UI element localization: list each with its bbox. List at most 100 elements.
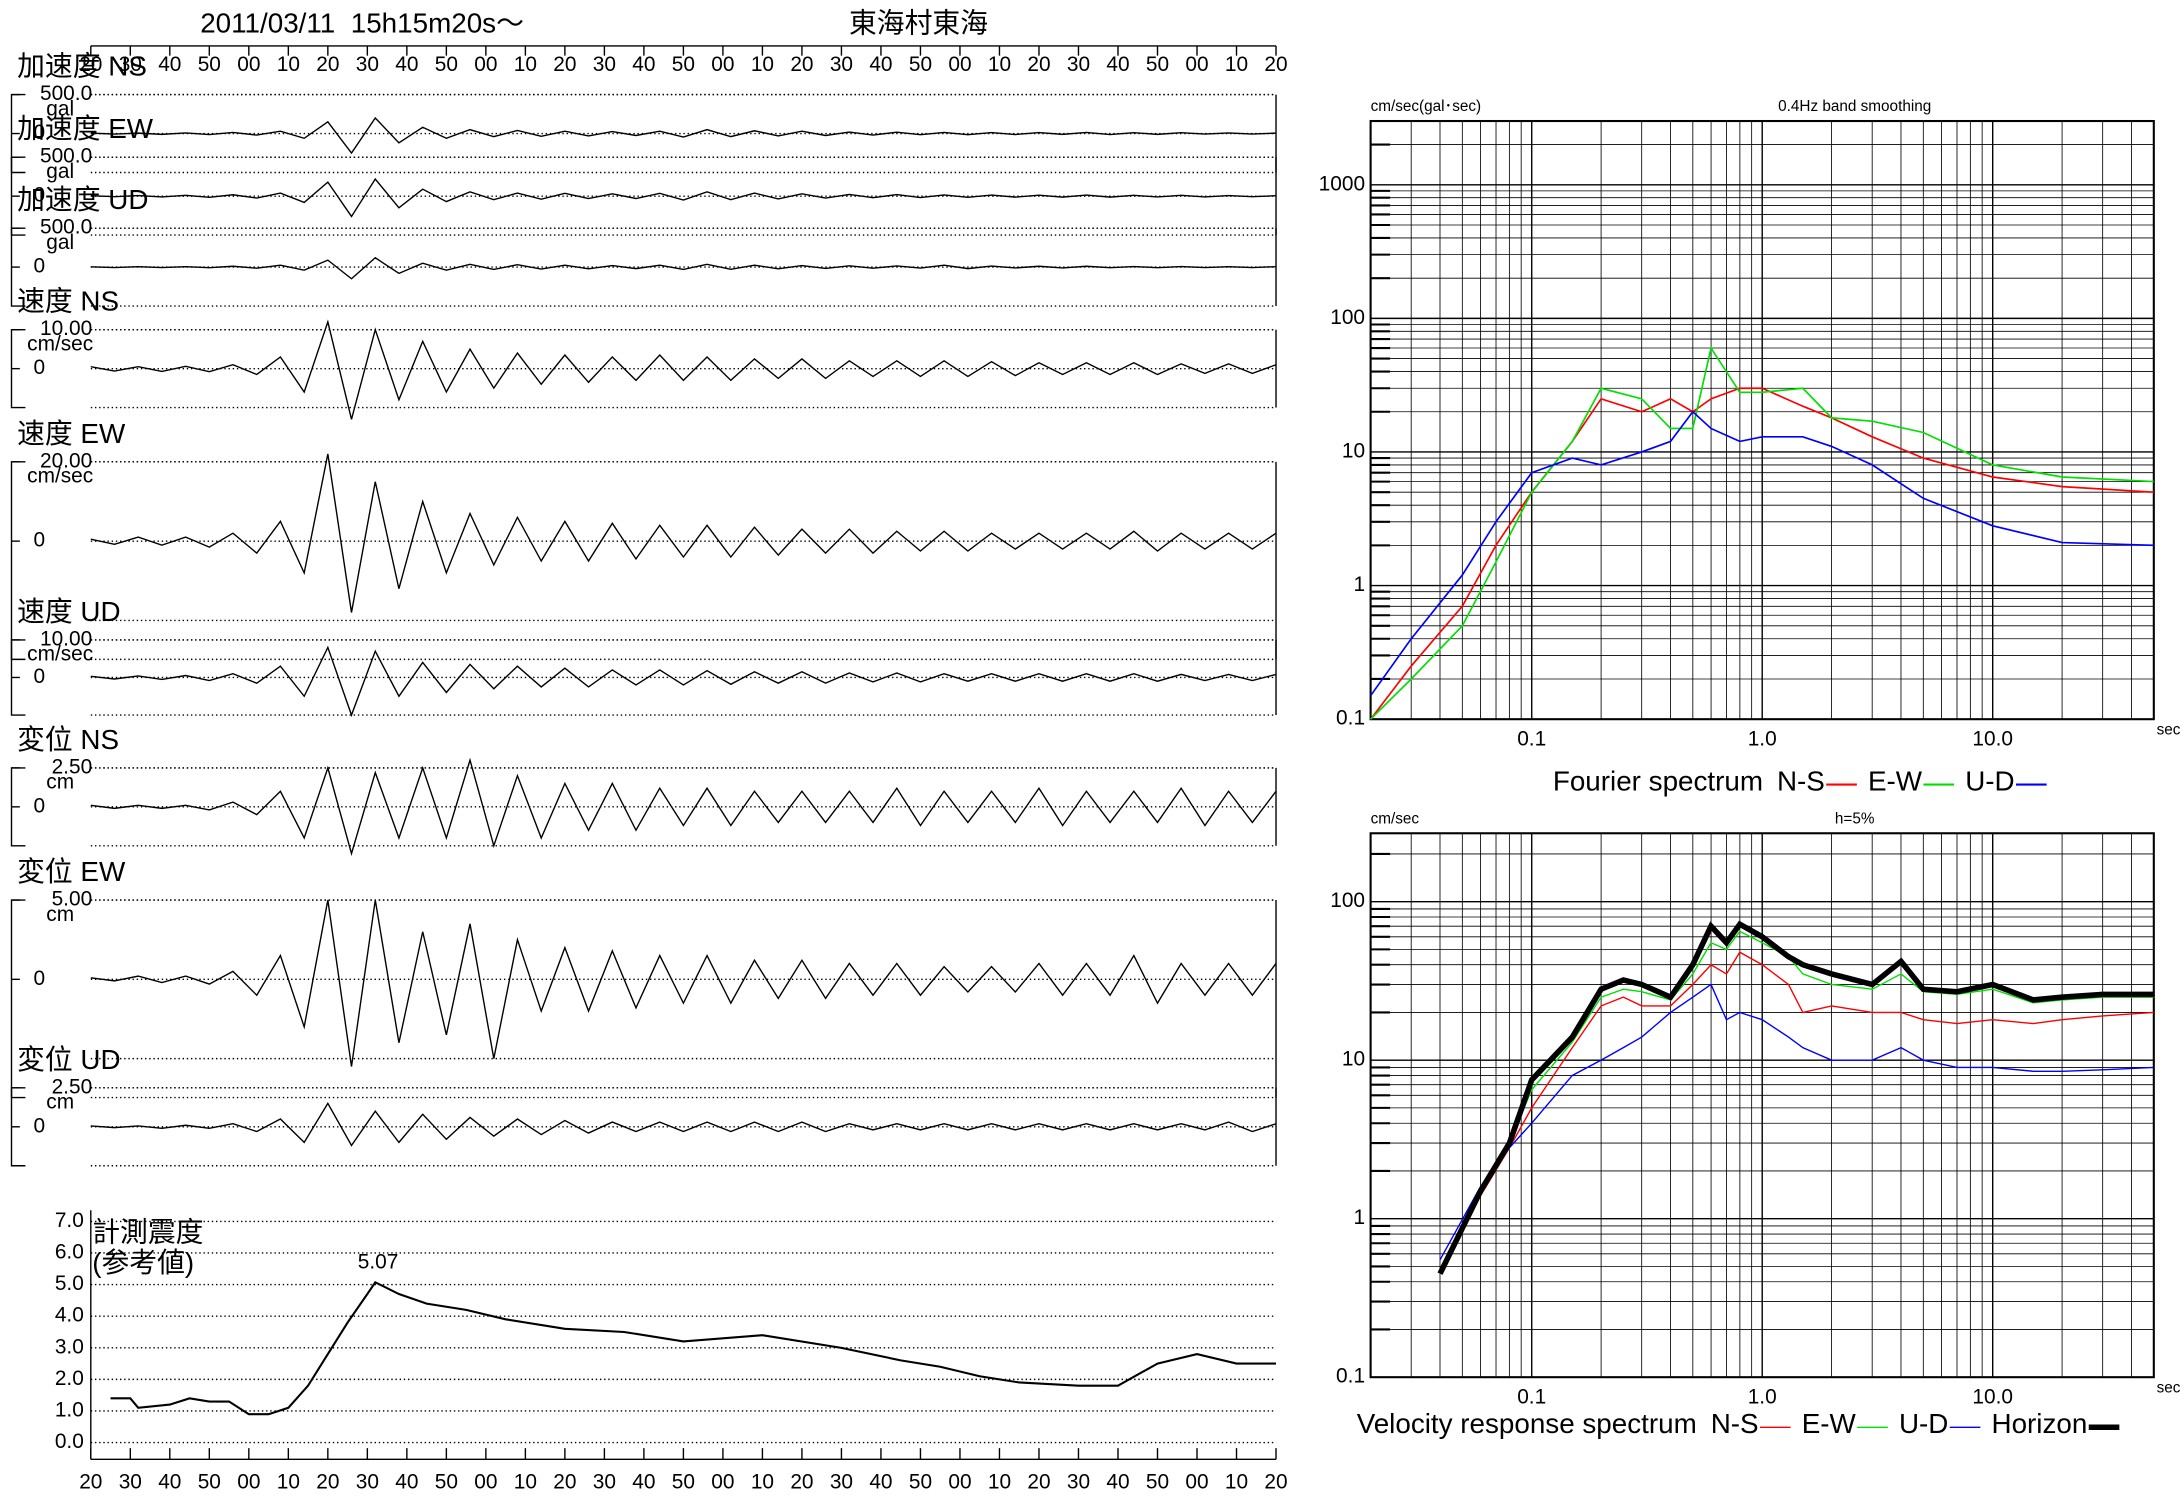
x-tick-label: 20 xyxy=(1264,53,1287,76)
chart-subtitle: h=5% xyxy=(1835,810,1875,827)
panel-label: 加速度 EW xyxy=(17,113,154,144)
y-tick-label: 1 xyxy=(1353,573,1365,596)
unit-label: cm xyxy=(46,771,74,794)
y-tick-label: 1 xyxy=(1353,1206,1365,1229)
x-tick-label: 10 xyxy=(751,1470,774,1493)
chart-title: 2011/03/11 15h15m20s～ xyxy=(200,7,524,38)
panel-label: 変位 NS xyxy=(17,724,119,755)
legend-title: Velocity response spectrum xyxy=(1357,1408,1697,1439)
x-tick-label: 40 xyxy=(158,1470,181,1493)
y-tick-label: 7.0 xyxy=(55,1209,84,1232)
x-tick-label: 20 xyxy=(316,53,339,76)
station-name: 東海村東海 xyxy=(849,7,988,38)
panel-label: 速度 EW xyxy=(17,418,126,449)
x-tick-label: 00 xyxy=(948,1470,971,1493)
y-tick-label: 1000 xyxy=(1319,172,1365,195)
legend-label: N-S xyxy=(1711,1408,1759,1439)
spectrum-line xyxy=(1439,930,2154,1274)
y-tick-label: 0 xyxy=(34,967,46,990)
legend-label: Horizon xyxy=(1991,1408,2087,1439)
x-tick-label: 10 xyxy=(988,53,1011,76)
waveform xyxy=(90,319,1277,420)
waveform xyxy=(90,116,1277,155)
legend-label: E-W xyxy=(1868,766,1923,797)
y-tick-label: 500.0 xyxy=(40,82,92,105)
x-tick-label: 1.0 xyxy=(1748,728,1777,751)
x-tick-label: 20 xyxy=(79,53,102,76)
x-tick-label: 20 xyxy=(553,1470,576,1493)
y-tick-label: 0.1 xyxy=(1336,707,1365,730)
x-tick-label: 40 xyxy=(632,53,655,76)
x-tick-label: 20 xyxy=(1027,1470,1050,1493)
x-tick-label: 10 xyxy=(277,53,300,76)
x-tick-label: 50 xyxy=(1146,1470,1169,1493)
axis-title: 計測震度 xyxy=(92,1216,203,1247)
x-tick-label: 40 xyxy=(869,1470,892,1493)
y-tick-label: 3.0 xyxy=(55,1335,84,1358)
x-tick-label: 30 xyxy=(830,1470,853,1493)
x-tick-label: 0.1 xyxy=(1517,728,1546,751)
x-tick-label: 10 xyxy=(1225,53,1248,76)
x-tick-label: 30 xyxy=(1067,53,1090,76)
unit-label: cm/sec xyxy=(27,643,93,666)
panel-label: 加速度 NS xyxy=(17,51,147,82)
spectrum-line xyxy=(1370,345,2154,720)
unit-label: cm/sec xyxy=(27,465,93,488)
unit-label: gal xyxy=(46,160,74,183)
y-tick-label: 10 xyxy=(1342,1048,1365,1071)
y-tick-label: 2.50 xyxy=(52,1075,93,1098)
unit-label: cm xyxy=(46,1091,74,1114)
panel-label: 速度 NS xyxy=(17,286,119,317)
x-tick-label: 40 xyxy=(632,1470,655,1493)
unit-label: gal xyxy=(46,231,74,254)
legend-label: U-D xyxy=(1965,766,2014,797)
legend-title: Fourier spectrum xyxy=(1553,766,1763,797)
waveform xyxy=(90,256,1277,280)
y-tick-label: 20.00 xyxy=(40,449,92,472)
x-tick-label: 20 xyxy=(316,1470,339,1493)
x-tick-label: 00 xyxy=(237,53,260,76)
waveform xyxy=(90,1102,1277,1147)
x-tick-label: 50 xyxy=(198,1470,221,1493)
x-tick-label: 40 xyxy=(395,1470,418,1493)
x-tick-label: 10 xyxy=(277,1470,300,1493)
x-tick-label: 50 xyxy=(909,53,932,76)
x-tick-label: 20 xyxy=(790,1470,813,1493)
y-tick-label: 0 xyxy=(34,184,46,207)
x-tick-label: 20 xyxy=(1264,1470,1287,1493)
spectrum-line xyxy=(1439,983,2154,1261)
x-tick-label: 00 xyxy=(1185,1470,1208,1493)
x-tick-label: 10 xyxy=(988,1470,1011,1493)
waveform xyxy=(90,177,1277,218)
y-tick-label: 0 xyxy=(34,356,46,379)
x-tick-label: 00 xyxy=(474,53,497,76)
x-tick-label: 10 xyxy=(751,53,774,76)
x-tick-label: 20 xyxy=(79,1470,102,1493)
y-axis-label: cm/sec(gal･sec) xyxy=(1371,98,1482,115)
x-tick-label: 30 xyxy=(593,1470,616,1493)
x-tick-label: 50 xyxy=(672,53,695,76)
x-tick-label: 40 xyxy=(158,53,181,76)
spectrum-line xyxy=(1369,410,2154,697)
x-tick-label: 10 xyxy=(1225,1470,1248,1493)
legend-label: U-D xyxy=(1899,1408,1948,1439)
x-tick-label: 20 xyxy=(790,53,813,76)
y-tick-label: 10 xyxy=(1342,440,1365,463)
unit-label: cm xyxy=(46,903,74,926)
y-tick-label: 6.0 xyxy=(55,1241,84,1264)
x-tick-label: 00 xyxy=(711,53,734,76)
y-tick-label: 2.0 xyxy=(55,1367,84,1390)
x-axis-label: sec xyxy=(2157,721,2181,738)
x-tick-label: 30 xyxy=(119,53,142,76)
unit-label: cm/sec xyxy=(27,333,93,356)
x-tick-label: 30 xyxy=(593,53,616,76)
legend-label: N-S xyxy=(1777,766,1825,797)
x-tick-label: 00 xyxy=(1185,53,1208,76)
y-tick-label: 0 xyxy=(34,794,46,817)
y-tick-label: 0 xyxy=(34,665,46,688)
x-tick-label: 50 xyxy=(672,1470,695,1493)
intensity-line xyxy=(110,1280,1277,1416)
x-tick-label: 50 xyxy=(435,1470,458,1493)
